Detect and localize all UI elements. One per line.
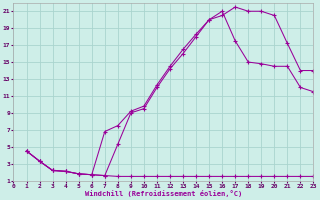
X-axis label: Windchill (Refroidissement éolien,°C): Windchill (Refroidissement éolien,°C) [85,190,242,197]
